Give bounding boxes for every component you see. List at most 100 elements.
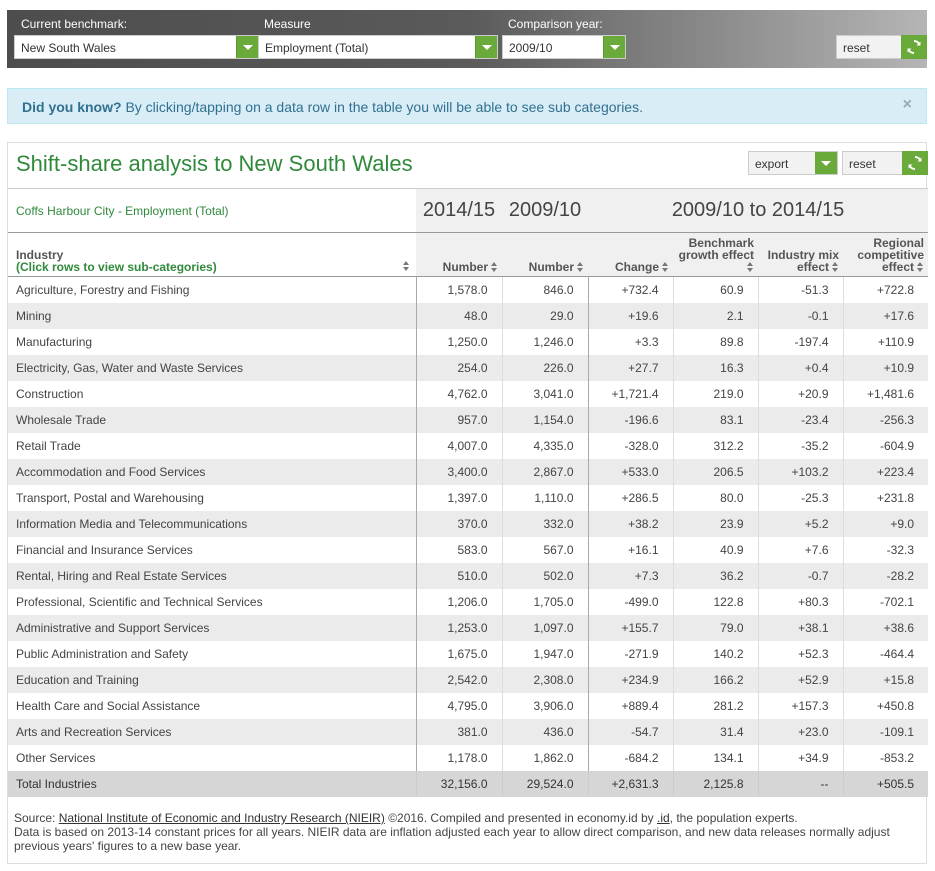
close-icon[interactable]: ×	[902, 96, 912, 113]
industry-name-cell: Manufacturing	[8, 328, 416, 355]
table-row[interactable]: Public Administration and Safety 1,675.0 1…	[8, 640, 929, 667]
chevron-down-icon[interactable]	[603, 36, 625, 58]
measure-select[interactable]: Employment (Total)	[258, 35, 498, 59]
sort-icon[interactable]	[832, 262, 839, 272]
year-range: 2009/10 to 2014/15	[588, 188, 929, 233]
value-cell: 134.1	[672, 744, 758, 771]
value-cell: +722.8	[842, 276, 929, 303]
table-row[interactable]: Rental, Hiring and Real Estate Services 5…	[8, 562, 929, 589]
table-row[interactable]: Manufacturing 1,250.0 1,246.0 +3.3 89.8 -197.…	[8, 328, 929, 355]
table-row[interactable]: Professional, Scientific and Technical S…	[8, 588, 929, 615]
col-regional-effect[interactable]: Regional competitive effect	[843, 232, 929, 277]
alert-message: By clicking/tapping on a data row in the…	[121, 99, 643, 115]
value-cell: 502.0	[501, 562, 588, 589]
value-cell: -23.4	[757, 406, 843, 433]
refresh-icon[interactable]	[901, 35, 927, 59]
value-cell: 2.1	[672, 302, 758, 329]
value-cell: 36.2	[672, 562, 758, 589]
col-number-2009[interactable]: Number	[502, 232, 588, 277]
measure-label: Measure	[264, 17, 311, 31]
value-cell: +7.3	[587, 562, 673, 589]
id-link[interactable]: .id	[656, 811, 670, 825]
sort-icon[interactable]	[917, 262, 924, 272]
table-row[interactable]: Information Media and Telecommunications…	[8, 510, 929, 537]
value-cell: -197.4	[757, 328, 843, 355]
value-cell: +3.3	[587, 328, 673, 355]
sort-icon[interactable]	[662, 262, 669, 272]
value-cell: 510.0	[415, 562, 502, 589]
value-cell: 89.8	[672, 328, 758, 355]
shift-share-panel: Shift-share analysis to New South Wales …	[7, 142, 929, 864]
source-data-note: Data is based on 2013-14 constant prices…	[14, 825, 890, 853]
value-cell: -853.2	[842, 744, 929, 771]
value-cell: 1,110.0	[501, 484, 588, 511]
chevron-down-icon[interactable]	[236, 36, 258, 58]
table-row[interactable]: Financial and Insurance Services 583.0 567…	[8, 536, 929, 563]
alert-text: Did you know? By clicking/tapping on a d…	[22, 99, 643, 115]
value-cell: 957.0	[415, 406, 502, 433]
industry-name-cell: Professional, Scientific and Technical S…	[8, 588, 416, 615]
refresh-icon[interactable]	[902, 151, 928, 175]
comparison-year-select[interactable]: 2009/10	[502, 35, 626, 59]
table-row[interactable]: Transport, Postal and Warehousing 1,397.0…	[8, 484, 929, 511]
benchmark-select[interactable]: New South Wales	[14, 35, 259, 59]
sort-icon[interactable]	[577, 262, 584, 272]
sort-icon[interactable]	[403, 261, 410, 271]
value-cell: 1,253.0	[415, 614, 502, 641]
nieir-link[interactable]: National Institute of Economic and Indus…	[58, 811, 385, 825]
chevron-down-icon[interactable]	[475, 36, 497, 58]
value-cell: +5.2	[757, 510, 843, 537]
table-row[interactable]: Agriculture, Forestry and Fishing 1,578.0…	[8, 276, 929, 303]
table-row[interactable]: Electricity, Gas, Water and Waste Servic…	[8, 354, 929, 381]
sort-icon[interactable]	[491, 262, 498, 272]
value-cell: +0.4	[757, 354, 843, 381]
source-note: Source: National Institute of Economic a…	[14, 811, 919, 853]
table-row[interactable]: Health Care and Social Assistance 4,795.0…	[8, 692, 929, 719]
value-cell: +1,481.6	[842, 380, 929, 407]
control-bar: Current benchmark: New South Wales Measu…	[7, 10, 927, 68]
table-row[interactable]: Accommodation and Food Services 3,400.0 2,…	[8, 458, 929, 485]
value-cell: 370.0	[415, 510, 502, 537]
table-row[interactable]: Construction 4,762.0 3,041.0 +1,721.4 219.0 +…	[8, 380, 929, 407]
value-cell: 1,397.0	[415, 484, 502, 511]
value-cell: 1,578.0	[415, 276, 502, 303]
panel-reset-label: reset	[849, 157, 876, 171]
value-cell: 31.4	[672, 718, 758, 745]
total-cell: +505.5	[842, 770, 929, 797]
value-cell: 40.9	[672, 536, 758, 563]
value-cell: -28.2	[842, 562, 929, 589]
col-industry-mix-effect[interactable]: Industry mix effect	[758, 232, 843, 277]
value-cell: -51.3	[757, 276, 843, 303]
value-cell: 2,542.0	[415, 666, 502, 693]
chevron-down-icon[interactable]	[815, 152, 837, 174]
source-mid: ©2016. Compiled and presented in economy…	[384, 811, 657, 825]
value-cell: +23.0	[757, 718, 843, 745]
table-row[interactable]: Other Services 1,178.0 1,862.0 -684.2 134.1 +…	[8, 744, 929, 771]
table-row[interactable]: Retail Trade 4,007.0 4,335.0 -328.0 312.2 -35…	[8, 432, 929, 459]
industry-name-cell: Financial and Insurance Services	[8, 536, 416, 563]
table-row[interactable]: Arts and Recreation Services 381.0 436.0 -5…	[8, 718, 929, 745]
industry-name-cell: Public Administration and Safety	[8, 640, 416, 667]
table-row[interactable]: Mining 48.0 29.0 +19.6 2.1 -0.1 +17.6	[8, 302, 929, 329]
col-change[interactable]: Change	[588, 232, 673, 277]
comparison-year-label: Comparison year:	[508, 17, 603, 31]
export-dropdown[interactable]: export	[748, 151, 838, 175]
value-cell: 166.2	[672, 666, 758, 693]
total-cell: +2,631.3	[587, 770, 673, 797]
table-row[interactable]: Wholesale Trade 957.0 1,154.0 -196.6 83.1 -23…	[8, 406, 929, 433]
value-cell: 567.0	[501, 536, 588, 563]
table-row[interactable]: Education and Training 2,542.0 2,308.0 +234…	[8, 666, 929, 693]
col-benchmark-effect[interactable]: Benchmark growth effect	[673, 232, 758, 277]
table-row[interactable]: Administrative and Support Services 1,253…	[8, 614, 929, 641]
value-cell: -684.2	[587, 744, 673, 771]
sort-icon[interactable]	[747, 262, 754, 272]
col-regional-label: Regional competitive effect	[857, 236, 925, 274]
reset-button[interactable]: reset	[836, 35, 927, 59]
panel-reset-button[interactable]: reset	[842, 151, 928, 175]
value-cell: 1,675.0	[415, 640, 502, 667]
comparison-year-value: 2009/10	[509, 41, 553, 55]
col-number-2014[interactable]: Number	[416, 232, 502, 277]
value-cell: 1,705.0	[501, 588, 588, 615]
value-cell: 4,762.0	[415, 380, 502, 407]
col-industry[interactable]: Industry (Click rows to view sub-categori…	[8, 232, 416, 277]
